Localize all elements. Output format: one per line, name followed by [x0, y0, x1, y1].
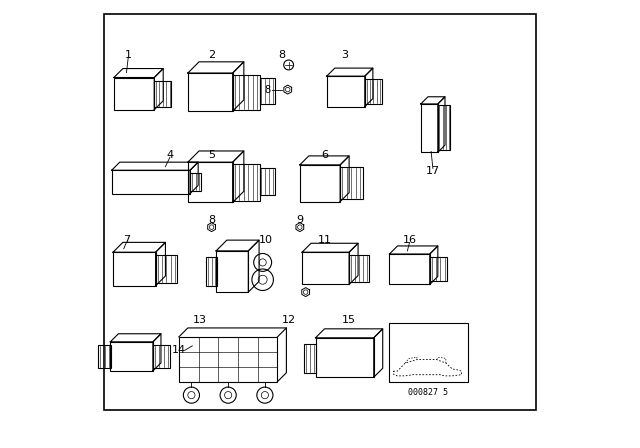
- Text: 9: 9: [296, 215, 303, 224]
- Text: 17: 17: [426, 166, 440, 176]
- Text: 8: 8: [278, 50, 285, 60]
- Text: 3: 3: [341, 50, 348, 60]
- Text: 8: 8: [264, 85, 270, 95]
- Text: 000827 5: 000827 5: [408, 388, 449, 396]
- Text: 5: 5: [208, 150, 215, 159]
- Text: 4: 4: [166, 150, 173, 159]
- Text: 16: 16: [403, 235, 417, 245]
- Text: 7: 7: [123, 235, 130, 245]
- Text: 11: 11: [317, 235, 332, 245]
- Text: 2: 2: [208, 50, 215, 60]
- Text: 10: 10: [259, 235, 273, 245]
- Text: 15: 15: [342, 315, 356, 325]
- Text: 14: 14: [172, 345, 186, 355]
- Text: 8: 8: [208, 215, 215, 224]
- Text: 6: 6: [321, 150, 328, 159]
- Text: 1: 1: [125, 50, 132, 60]
- Text: 13: 13: [193, 315, 207, 325]
- Text: 12: 12: [282, 315, 296, 325]
